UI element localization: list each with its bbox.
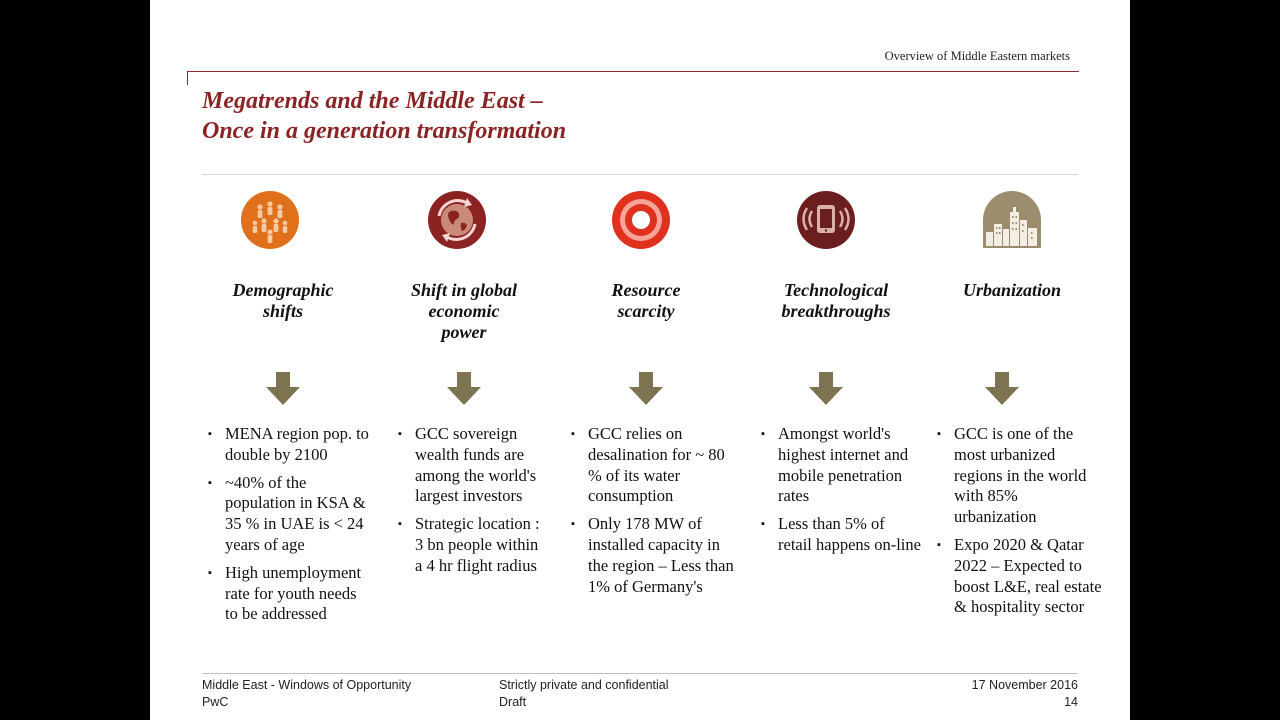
footer-company: PwC (202, 694, 229, 709)
down-arrow-icon (809, 372, 843, 406)
list-item: ~40% of the population in KSA & 35 % in … (208, 473, 373, 556)
page-number: 14 (1064, 694, 1078, 709)
list-item: Strategic location : 3 bn people within … (398, 514, 548, 576)
megatrend-bullets: GCC sovereign wealth funds are among the… (398, 424, 548, 584)
megatrend-bullets: MENA region pop. to double by 2100 ~40% … (208, 424, 373, 632)
megatrend-heading: Resource scarcity (611, 280, 681, 321)
slide-title-line-1: Megatrends and the Middle East – (202, 88, 543, 114)
down-arrow-icon (266, 372, 300, 406)
down-arrow-icon (985, 372, 1019, 406)
concentric-circles-icon (611, 190, 671, 250)
list-item: Less than 5% of retail happens on-line (761, 514, 921, 556)
footer-document-title: Middle East - Windows of Opportunity (202, 678, 412, 692)
footer-confidentiality: Strictly private and confidential (499, 678, 669, 692)
tablet-signal-icon (796, 190, 856, 250)
list-item: Only 178 MW of installed capacity in the… (571, 514, 736, 597)
list-item: Amongst world's highest internet and mob… (761, 424, 921, 507)
list-item: MENA region pop. to double by 2100 (208, 424, 373, 466)
title-divider (202, 174, 1078, 175)
city-skyline-icon (982, 190, 1042, 250)
megatrend-bullets: GCC is one of the most urbanized regions… (937, 424, 1102, 625)
list-item: Expo 2020 & Qatar 2022 – Expected to boo… (937, 535, 1102, 618)
slide: Overview of Middle Eastern markets Megat… (150, 0, 1130, 720)
list-item: High unemployment rate for youth needs t… (208, 563, 373, 625)
megatrend-heading: Urbanization (962, 280, 1062, 300)
top-divider-tick (187, 71, 188, 85)
megatrend-heading: Shift in global economic power (410, 280, 518, 342)
down-arrow-icon (447, 372, 481, 406)
footer-center: Strictly private and confidential Draft (499, 677, 669, 710)
megatrend-bullets: Amongst world's highest internet and mob… (761, 424, 921, 563)
slide-title-line-2: Once in a generation transformation (202, 118, 567, 144)
list-item: GCC is one of the most urbanized regions… (937, 424, 1102, 528)
globe-arrows-icon (427, 190, 487, 250)
footer-right: 17 November 2016 14 (972, 677, 1078, 710)
footer-draft-status: Draft (499, 694, 527, 709)
top-divider (187, 71, 1079, 72)
list-item: GCC relies on desalination for ~ 80 % of… (571, 424, 736, 507)
list-item: GCC sovereign wealth funds are among the… (398, 424, 548, 507)
down-arrow-icon (629, 372, 663, 406)
megatrend-heading: Demographic shifts (232, 280, 334, 321)
footer-left: Middle East - Windows of Opportunity PwC (202, 677, 411, 710)
megatrend-bullets: GCC relies on desalination for ~ 80 % of… (571, 424, 736, 604)
footer-date: 17 November 2016 (971, 678, 1078, 692)
footer-divider (202, 673, 1078, 674)
slide-title: Megatrends and the Middle East – Once in… (202, 86, 566, 146)
people-group-icon (240, 190, 300, 250)
megatrend-heading: Technological breakthroughs (781, 280, 891, 321)
section-label: Overview of Middle Eastern markets (884, 49, 1070, 63)
